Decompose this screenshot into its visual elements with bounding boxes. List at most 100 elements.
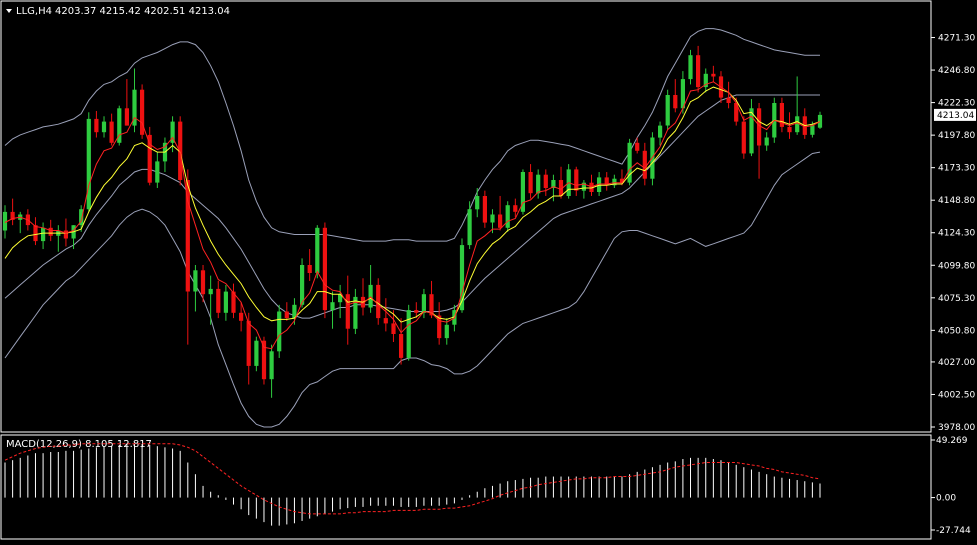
price-tick-label: 4124.30 bbox=[938, 229, 975, 239]
symbol-menu-icon[interactable] bbox=[6, 9, 12, 13]
candle-body bbox=[391, 323, 396, 334]
candle bbox=[528, 164, 533, 199]
price-tick-label: 4148.80 bbox=[938, 196, 975, 206]
candle-body bbox=[726, 97, 731, 103]
candle-body bbox=[254, 340, 259, 366]
candle-body bbox=[703, 73, 708, 88]
candle-body bbox=[338, 294, 343, 303]
candle-body bbox=[193, 270, 198, 292]
candle-body bbox=[505, 205, 510, 228]
candle-body bbox=[437, 315, 442, 339]
ohlc-label: 4203.37 4215.42 4202.51 4213.04 bbox=[55, 6, 230, 17]
candle-body bbox=[246, 320, 251, 366]
candle bbox=[795, 76, 800, 135]
candle-body bbox=[117, 108, 122, 143]
candle bbox=[635, 137, 640, 154]
candle bbox=[208, 275, 213, 325]
candle bbox=[10, 198, 15, 226]
candle-body bbox=[665, 95, 670, 126]
candle-body bbox=[383, 318, 388, 324]
candle bbox=[711, 65, 716, 82]
candle-body bbox=[673, 95, 678, 109]
candle bbox=[673, 79, 678, 113]
candle-body bbox=[604, 177, 609, 186]
candle-body bbox=[490, 214, 495, 223]
candle bbox=[147, 126, 152, 186]
band-middle-line bbox=[4, 94, 820, 319]
candle bbox=[200, 265, 206, 303]
candle bbox=[338, 284, 343, 319]
candle bbox=[223, 284, 228, 321]
candle-body bbox=[147, 134, 152, 183]
candle bbox=[414, 302, 419, 319]
candle-body bbox=[779, 103, 784, 127]
candle bbox=[665, 89, 670, 130]
candle-body bbox=[764, 137, 769, 146]
candle-body bbox=[734, 103, 739, 122]
candle-body bbox=[307, 265, 312, 273]
price-axis: 4271.30 4246.80 4222.30 4197.80 4173.30 4148.… bbox=[931, 34, 975, 433]
candle bbox=[642, 142, 647, 186]
candle bbox=[300, 258, 305, 308]
candle bbox=[79, 205, 84, 232]
candle bbox=[726, 81, 731, 109]
candle bbox=[109, 113, 114, 146]
candles bbox=[2, 45, 823, 398]
candle-body bbox=[345, 294, 350, 329]
candle bbox=[520, 169, 525, 215]
price-tick-label: 4197.80 bbox=[938, 131, 975, 141]
candle-body bbox=[642, 150, 647, 179]
candle bbox=[63, 218, 68, 247]
candle-body bbox=[741, 121, 746, 154]
candle-body bbox=[429, 294, 434, 316]
signal-ma-line bbox=[4, 86, 821, 323]
candle-body bbox=[216, 288, 221, 313]
candle bbox=[368, 265, 373, 313]
candle-body bbox=[10, 211, 15, 220]
candle bbox=[391, 310, 396, 343]
candle bbox=[269, 344, 274, 398]
candle bbox=[543, 169, 548, 196]
candle bbox=[513, 198, 518, 218]
candle bbox=[307, 249, 312, 281]
candle bbox=[2, 205, 8, 239]
candle bbox=[703, 68, 708, 93]
candle bbox=[581, 180, 586, 199]
candle-body bbox=[414, 310, 419, 313]
candle-body bbox=[597, 177, 602, 192]
candle-body bbox=[558, 180, 564, 196]
candle-body bbox=[63, 230, 68, 239]
candle bbox=[330, 291, 335, 329]
price-panel-frame bbox=[0, 0, 932, 433]
candle-body bbox=[86, 118, 91, 210]
candle-body bbox=[520, 172, 525, 212]
candle bbox=[688, 49, 693, 85]
price-tick-label: 4075.30 bbox=[938, 294, 975, 304]
candle bbox=[498, 195, 503, 231]
price-tag-box bbox=[934, 108, 976, 121]
candle bbox=[467, 201, 472, 250]
band-upper-line bbox=[4, 28, 820, 242]
candle bbox=[536, 169, 541, 199]
candle bbox=[132, 68, 137, 133]
candle-body bbox=[155, 161, 160, 183]
candle-body bbox=[627, 142, 632, 183]
candle-body bbox=[109, 121, 114, 143]
price-tick-label: 4099.80 bbox=[938, 261, 975, 271]
macd-tick-label: -27.744 bbox=[936, 526, 971, 536]
candle bbox=[155, 152, 160, 188]
candle-body bbox=[482, 196, 487, 223]
candle-body bbox=[33, 225, 38, 242]
candle bbox=[680, 71, 685, 114]
price-tick-label: 4271.30 bbox=[938, 34, 975, 44]
candle-body bbox=[581, 182, 586, 191]
candle bbox=[124, 79, 129, 126]
candle bbox=[406, 304, 411, 361]
candle bbox=[757, 103, 762, 179]
candle-body bbox=[94, 118, 99, 133]
candle-body bbox=[292, 304, 297, 319]
candle-body bbox=[353, 296, 358, 329]
candle bbox=[315, 225, 320, 279]
symbol-label: LLG,H4 bbox=[16, 6, 52, 17]
